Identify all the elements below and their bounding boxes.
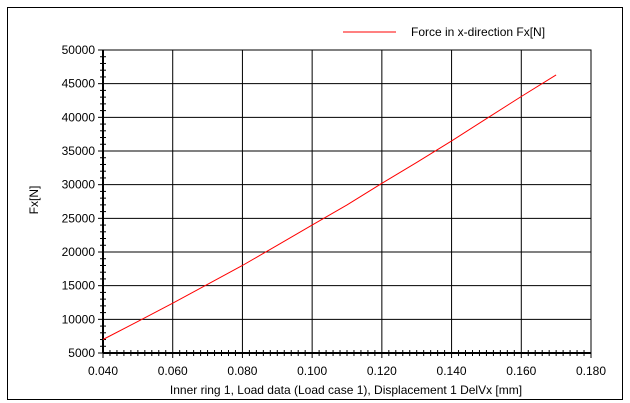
legend-label: Force in x-direction Fx[N] [411, 25, 545, 39]
x-tick-label: 0.060 [158, 364, 188, 378]
y-axis-title: Fx[N] [27, 186, 41, 215]
y-tick-label: 35000 [62, 144, 96, 158]
y-tick-label: 40000 [62, 110, 96, 124]
x-tick-label: 0.140 [437, 364, 467, 378]
y-tick-label: 45000 [62, 77, 96, 91]
series-layer [102, 74, 557, 340]
y-tick-label: 20000 [62, 245, 96, 259]
x-tick-label: 0.100 [297, 364, 327, 378]
x-tick-label: 0.160 [506, 364, 536, 378]
axes [98, 49, 592, 358]
y-tick-label: 5000 [68, 346, 95, 360]
x-tick-label: 0.180 [576, 364, 606, 378]
y-tick-label: 50000 [62, 43, 96, 57]
series-line [102, 74, 557, 340]
x-tick-label: 0.080 [227, 364, 257, 378]
x-tick-label: 0.120 [367, 364, 397, 378]
x-axis-title: Inner ring 1, Load data (Load case 1), D… [170, 383, 522, 397]
y-tick-label: 10000 [62, 312, 96, 326]
plot-border [102, 49, 592, 354]
y-tick-label: 30000 [62, 178, 96, 192]
legend: Force in x-direction Fx[N] [343, 25, 545, 39]
y-tick-label: 25000 [62, 211, 96, 225]
grid-lines [102, 49, 592, 354]
x-tick-label: 0.040 [88, 364, 118, 378]
tick-labels: 0.040 0.060 0.080 0.100 0.120 0.140 0.160 0.180… [62, 43, 607, 378]
chart-frame [7, 7, 623, 400]
y-tick-label: 15000 [62, 279, 96, 293]
